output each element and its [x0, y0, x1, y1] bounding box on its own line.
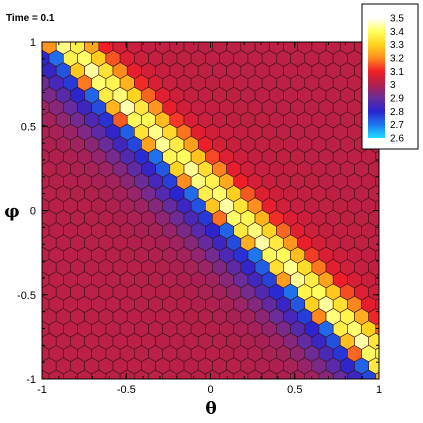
heatmap-cell	[21, 222, 35, 238]
heatmap-cell	[375, 298, 379, 311]
colorbar-label: 2.9	[390, 94, 404, 105]
heatmap-cell	[98, 42, 100, 43]
time-annotation: Time = 0.1	[6, 13, 55, 24]
heatmap-cell	[21, 99, 35, 115]
y-axis-label: φ	[4, 202, 19, 222]
heatmap-cell	[375, 175, 379, 188]
x-tick-label: 0	[207, 384, 213, 396]
heatmap-cell	[383, 210, 397, 226]
heatmap-cell	[42, 90, 43, 100]
colorbar-gradient	[368, 18, 385, 138]
heatmap-cell	[226, 42, 228, 43]
heatmap-cell	[383, 333, 397, 349]
heatmap-cell	[268, 42, 270, 43]
heatmap-cell	[311, 42, 313, 43]
heatmap-cell	[42, 164, 43, 174]
colorbar-label: 3.1	[390, 67, 404, 78]
y-tick-label: 1	[30, 37, 36, 49]
heatmap-cell	[183, 42, 185, 43]
heatmap-cell	[383, 161, 397, 177]
heatmap-cell	[42, 140, 43, 149]
heatmap-cell	[55, 42, 57, 43]
x-tick-label: -1	[37, 384, 47, 396]
heatmap-cell	[140, 42, 143, 43]
colorbar-legend: 3.5 3.4 3.3 3.2 3.1 3 2.9 2.8 2.7 2.6	[361, 3, 419, 150]
heatmap-cells	[21, 42, 397, 379]
heatmap-cell	[254, 42, 256, 43]
y-tick-label: 0	[30, 206, 36, 218]
heatmap-cell	[383, 235, 397, 251]
heatmap-cell	[240, 42, 242, 43]
heatmap-cell	[375, 248, 379, 262]
heatmap-cell	[325, 42, 327, 43]
heatmap-cell	[21, 50, 35, 66]
x-tick-label: -0.5	[117, 384, 136, 396]
heatmap-cell	[297, 42, 299, 43]
heatmap-cell	[21, 149, 35, 165]
heatmap-cell	[21, 345, 35, 361]
heatmap-cell	[375, 347, 379, 360]
heatmap-cell	[69, 42, 72, 43]
heatmap-cell	[375, 199, 379, 213]
colorbar-label: 2.8	[390, 107, 404, 118]
heatmap-cell	[21, 272, 35, 288]
y-tick-label: -1	[26, 374, 36, 386]
heatmap-cell	[383, 309, 397, 325]
heatmap-cell	[21, 173, 35, 189]
heatmap-cell	[21, 75, 35, 91]
heatmap-cell	[211, 42, 214, 43]
colorbar-label: 2.6	[390, 134, 404, 145]
x-axis-ticks: -1 -0.5 0 0.5 1	[37, 384, 382, 396]
tick-marks	[41, 41, 380, 380]
heatmap-cell	[383, 358, 397, 374]
colorbar-label: 3.5	[390, 14, 404, 25]
heatmap-cell	[169, 42, 171, 43]
heatmap-cell	[339, 42, 341, 43]
colorbar-label: 3.3	[390, 40, 404, 51]
heatmap-cell	[282, 42, 285, 43]
heatmap-cell	[353, 42, 356, 43]
colorbar-label: 3.4	[390, 27, 404, 38]
heatmap-cell	[21, 321, 35, 337]
heatmap-cell	[21, 247, 35, 263]
heatmap-cell	[42, 189, 43, 199]
heatmap-cell	[375, 273, 379, 287]
heatmap-cell	[42, 361, 43, 371]
y-tick-label: -0.5	[17, 290, 36, 302]
heatmap-cell	[42, 336, 43, 346]
heatmap-cell	[84, 42, 86, 43]
heatmap-cell	[383, 259, 397, 275]
y-tick-label: 0.5	[21, 121, 36, 133]
x-tick-label: 0.5	[287, 384, 302, 396]
heatmap-cell	[126, 42, 128, 43]
colorbar-label: 2.7	[390, 120, 404, 131]
heatmap-cell	[42, 42, 43, 43]
heatmap-cell	[155, 42, 157, 43]
heatmap-cell	[383, 186, 397, 202]
heatmap-cell	[375, 371, 379, 379]
heatmap-cell	[112, 42, 114, 43]
heatmap-cell	[42, 66, 43, 76]
colorbar-label: 3	[390, 80, 396, 91]
heatmap-cell	[197, 42, 199, 43]
x-tick-label: 1	[376, 384, 382, 396]
heatmap-cell	[42, 238, 43, 248]
heatmap-cell	[42, 263, 43, 272]
heatmap-cell	[42, 312, 43, 322]
heatmap-cell	[383, 284, 397, 300]
x-axis-label: θ	[205, 399, 216, 419]
colorbar-label: 3.2	[390, 54, 404, 65]
y-axis-ticks: 1 0.5 0 -0.5 -1	[17, 37, 36, 386]
heatmap-cell	[375, 322, 379, 336]
